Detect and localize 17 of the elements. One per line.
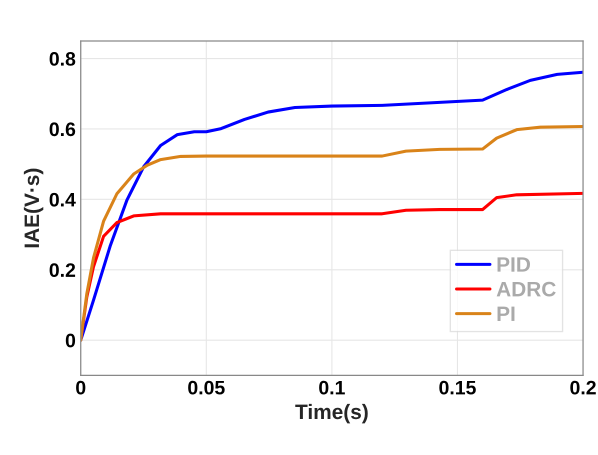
y-tick-label: 0.2: [50, 263, 76, 278]
x-axis-title: Time(s): [295, 404, 368, 424]
x-tick-label: 0.2: [570, 380, 596, 395]
x-tick-label: 0.05: [188, 380, 225, 395]
y-axis-title: IAE(V·s): [24, 168, 44, 248]
y-tick-label: 0.8: [50, 52, 76, 66]
y-tick-label: 0: [66, 334, 76, 348]
line-series: [80, 70, 584, 342]
legend-label: ADRC: [496, 282, 556, 297]
y-tick-label: 0.4: [50, 192, 76, 207]
legend-label: PI: [498, 306, 514, 321]
x-tick-label: 0.1: [319, 380, 345, 395]
x-tick-label: 0.15: [439, 380, 476, 395]
y-tick-label: 0.6: [50, 122, 76, 136]
x-tick-label: 0: [76, 380, 86, 395]
legend-label: PID: [498, 257, 530, 272]
line-series: [80, 124, 584, 342]
